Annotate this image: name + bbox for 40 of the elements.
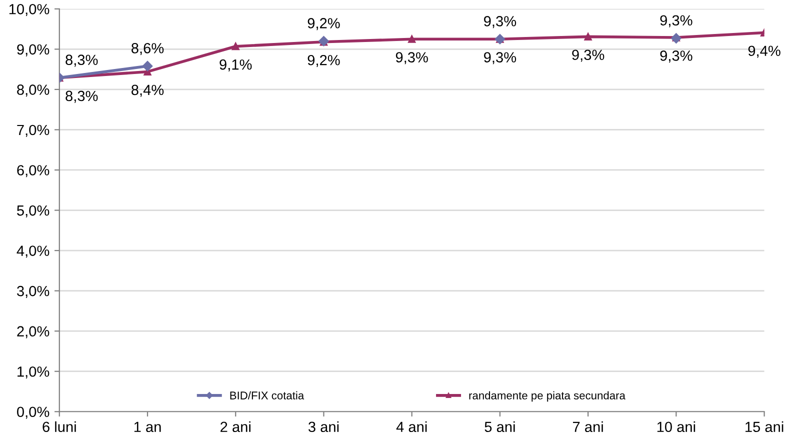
y-tick-label: 4,0% [16,246,50,258]
legend-label: randamente pe piata secundara [469,391,626,402]
data-label: 9,3% [396,52,428,64]
y-tick-label: 9,0% [17,44,50,56]
x-tick-label: 2 ani [220,421,250,432]
data-label: 9,2% [308,54,340,68]
point [584,32,592,41]
x-tick-label: 3 ani [308,421,339,432]
data-label: 9,2% [308,18,340,30]
x-tick-label: 10 ani [657,421,696,432]
y-tick-label: 0,0% [17,406,50,419]
x-tick-label: 15 ani [746,421,784,432]
x-tick-label: 1 an [134,422,161,432]
data-label: 9,3% [572,50,604,62]
data-label: 9,3% [484,16,516,28]
data-label: 8,3% [66,54,98,67]
point [232,42,240,50]
data-label: 9,1% [220,59,252,72]
data-label: 9,3% [660,15,692,28]
legend-label: BID/FIX cotatia [230,391,304,400]
y-tick-label: 8,0% [17,84,50,97]
y-tick-label: 10,0% [9,4,50,16]
data-label: 9,4% [748,46,780,58]
x-tick-label: 7 ani [572,421,603,432]
x-tick-label: 5 ani [484,421,515,432]
point [408,35,416,43]
data-label: 8,6% [132,43,164,56]
y-tick-label: 1,0% [18,366,50,379]
x-tick-label: 6 luni [42,421,76,432]
point [142,60,153,72]
data-label: 8,3% [66,90,98,103]
data-label: 9,3% [660,50,692,63]
y-tick-label: 3,0% [16,286,50,298]
data-label: 8,4% [132,84,164,97]
y-tick-label: 2,0% [17,326,50,338]
y-tick-label: 7,0% [17,124,50,137]
y-tick-label: 6,0% [17,165,50,178]
y-tick-label: 5,0% [17,205,50,218]
x-tick-label: 4 ani [396,421,427,432]
data-label: 9,3% [484,52,516,64]
